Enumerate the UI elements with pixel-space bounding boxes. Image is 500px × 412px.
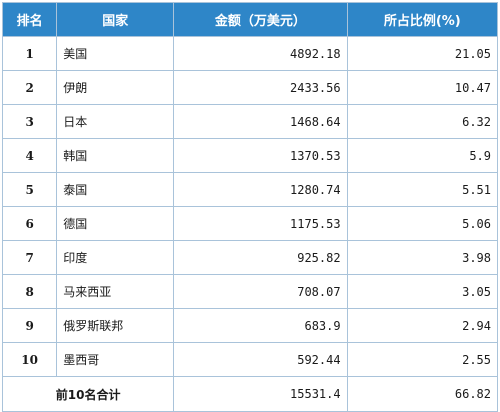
total-label: 前10名合计	[1, 376, 175, 412]
country-cell: 墨西哥	[56, 342, 175, 377]
table-header: 排名 国家 金额（万美元） 所占比例(%)	[1, 2, 499, 37]
header-rank: 排名	[1, 2, 58, 37]
header-share: 所占比例(%)	[346, 2, 499, 37]
share-cell: 2.94	[346, 308, 499, 343]
country-cell: 印度	[56, 240, 175, 275]
share-cell: 2.55	[346, 342, 499, 377]
share-cell: 3.05	[346, 274, 499, 309]
amount-cell: 925.82	[173, 240, 348, 275]
rank-cell: 2	[1, 70, 58, 105]
country-cell: 马来西亚	[56, 274, 175, 309]
total-share: 66.82	[346, 376, 499, 412]
table-row: 1 美国 4892.18 21.05	[1, 36, 499, 71]
rank-cell: 4	[1, 138, 58, 173]
total-row: 前10名合计 15531.4 66.82	[1, 376, 499, 412]
table-row: 3 日本 1468.64 6.32	[1, 104, 499, 139]
country-cell: 俄罗斯联邦	[56, 308, 175, 343]
header-row: 排名 国家 金额（万美元） 所占比例(%)	[1, 2, 499, 37]
table-body: 1 美国 4892.18 21.05 2 伊朗 2433.56 10.47 3 …	[1, 36, 499, 412]
share-cell: 6.32	[346, 104, 499, 139]
amount-cell: 1468.64	[173, 104, 348, 139]
header-amount: 金额（万美元）	[173, 2, 348, 37]
share-cell: 5.06	[346, 206, 499, 241]
amount-cell: 1370.53	[173, 138, 348, 173]
country-cell: 德国	[56, 206, 175, 241]
table-row: 4 韩国 1370.53 5.9	[1, 138, 499, 173]
table-row: 10 墨西哥 592.44 2.55	[1, 342, 499, 377]
country-cell: 泰国	[56, 172, 175, 207]
rank-cell: 3	[1, 104, 58, 139]
amount-cell: 1175.53	[173, 206, 348, 241]
total-amount: 15531.4	[173, 376, 348, 412]
table-row: 2 伊朗 2433.56 10.47	[1, 70, 499, 105]
share-cell: 10.47	[346, 70, 499, 105]
amount-cell: 708.07	[173, 274, 348, 309]
table-row: 9 俄罗斯联邦 683.9 2.94	[1, 308, 499, 343]
country-cell: 伊朗	[56, 70, 175, 105]
amount-cell: 683.9	[173, 308, 348, 343]
rank-cell: 10	[1, 342, 58, 377]
table-row: 6 德国 1175.53 5.06	[1, 206, 499, 241]
share-cell: 5.9	[346, 138, 499, 173]
rank-cell: 7	[1, 240, 58, 275]
rank-cell: 6	[1, 206, 58, 241]
rank-cell: 8	[1, 274, 58, 309]
share-cell: 21.05	[346, 36, 499, 71]
country-cell: 韩国	[56, 138, 175, 173]
country-cell: 日本	[56, 104, 175, 139]
table-row: 8 马来西亚 708.07 3.05	[1, 274, 499, 309]
rank-cell: 1	[1, 36, 58, 71]
rank-cell: 5	[1, 172, 58, 207]
rank-cell: 9	[1, 308, 58, 343]
table-row: 7 印度 925.82 3.98	[1, 240, 499, 275]
header-country: 国家	[56, 2, 175, 37]
country-cell: 美国	[56, 36, 175, 71]
share-cell: 5.51	[346, 172, 499, 207]
table-row: 5 泰国 1280.74 5.51	[1, 172, 499, 207]
amount-cell: 1280.74	[173, 172, 348, 207]
amount-cell: 2433.56	[173, 70, 348, 105]
share-cell: 3.98	[346, 240, 499, 275]
amount-cell: 4892.18	[173, 36, 348, 71]
amount-cell: 592.44	[173, 342, 348, 377]
